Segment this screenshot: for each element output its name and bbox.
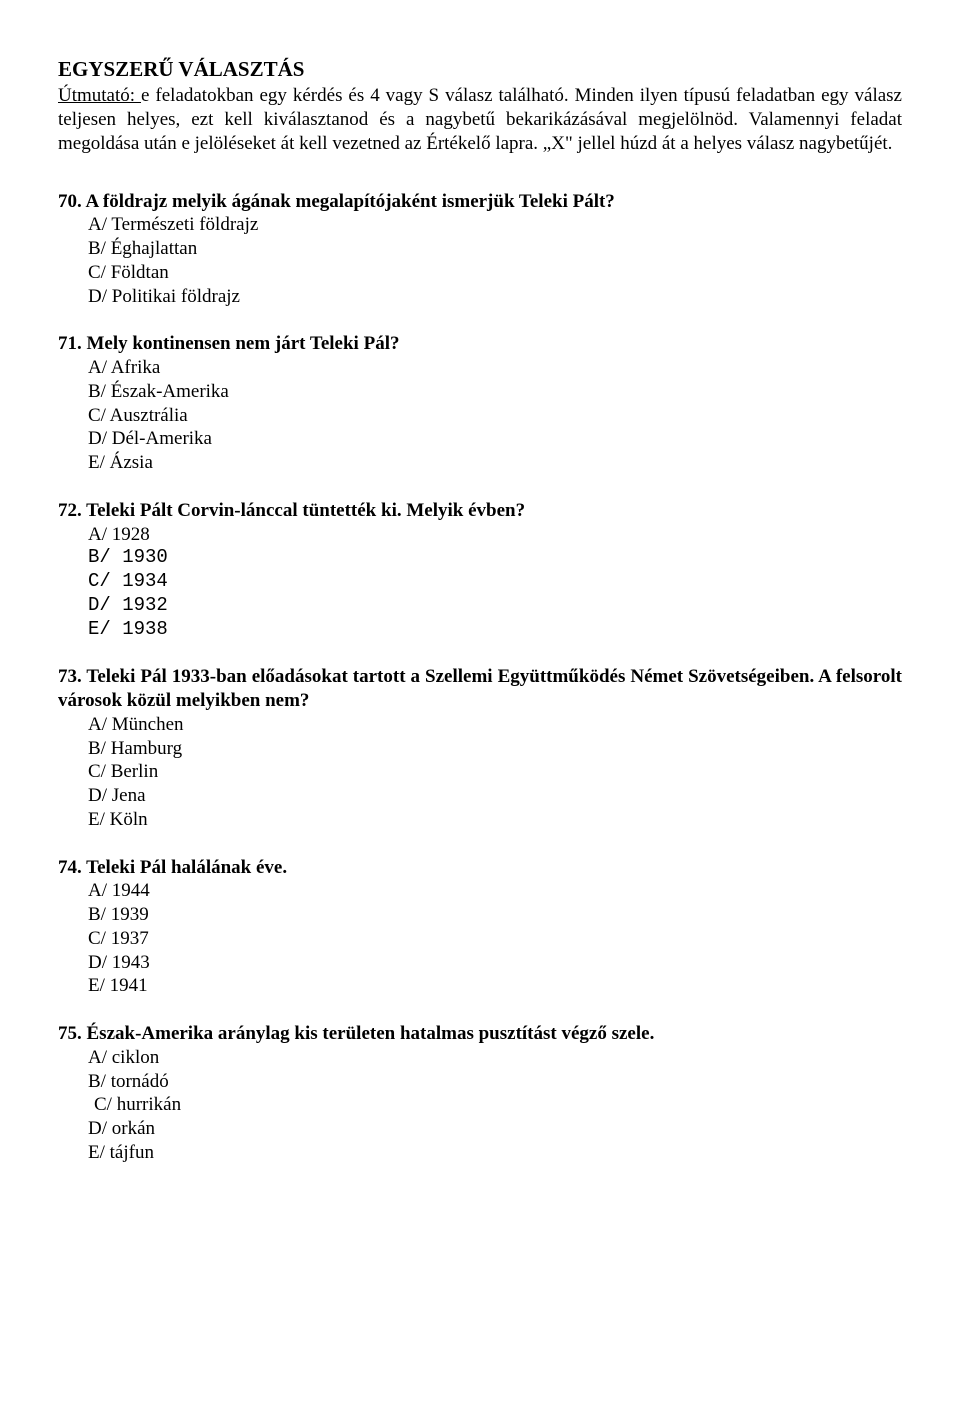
option: A/ 1928 bbox=[88, 523, 902, 547]
question-text: 75. Észak-Amerika aránylag kis területen… bbox=[58, 1022, 902, 1046]
options: A/ Természeti földrajz B/ Éghajlattan C/… bbox=[88, 213, 902, 308]
option: A/ Afrika bbox=[88, 356, 902, 380]
option: D/ Dél-Amerika bbox=[88, 427, 902, 451]
option: E/ 1938 bbox=[88, 618, 902, 642]
option: C/ Ausztrália bbox=[88, 404, 902, 428]
option: D/ orkán bbox=[88, 1117, 902, 1141]
option: A/ München bbox=[88, 713, 902, 737]
option: C/ hurrikán bbox=[94, 1093, 902, 1117]
option: B/ Hamburg bbox=[88, 737, 902, 761]
option: A/ ciklon bbox=[88, 1046, 902, 1070]
option: B/ Észak-Amerika bbox=[88, 380, 902, 404]
option: E/ 1941 bbox=[88, 974, 902, 998]
question-73: 73. Teleki Pál 1933-ban előadásokat tart… bbox=[58, 665, 902, 831]
instructions: Útmutató: e feladatokban egy kérdés és 4… bbox=[58, 84, 902, 155]
question-text: 73. Teleki Pál 1933-ban előadásokat tart… bbox=[58, 665, 902, 713]
question-75: 75. Észak-Amerika aránylag kis területen… bbox=[58, 1022, 902, 1165]
question-text: 70. A földrajz melyik ágának megalapítój… bbox=[58, 190, 902, 214]
options: A/ ciklon B/ tornádó C/ hurrikán D/ orká… bbox=[88, 1046, 902, 1165]
option: D/ 1932 bbox=[88, 594, 902, 618]
option: A/ 1944 bbox=[88, 879, 902, 903]
option: C/ Földtan bbox=[88, 261, 902, 285]
option: D/ Jena bbox=[88, 784, 902, 808]
option: D/ 1943 bbox=[88, 951, 902, 975]
instructions-lead: Útmutató: bbox=[58, 85, 141, 106]
page-title: EGYSZERŰ VÁLASZTÁS bbox=[58, 56, 902, 82]
question-72: 72. Teleki Pált Corvin-lánccal tüntették… bbox=[58, 499, 902, 642]
option: B/ tornádó bbox=[88, 1070, 902, 1094]
question-70: 70. A földrajz melyik ágának megalapítój… bbox=[58, 190, 902, 309]
option: C/ Berlin bbox=[88, 760, 902, 784]
options: A/ 1944 B/ 1939 C/ 1937 D/ 1943 E/ 1941 bbox=[88, 879, 902, 998]
options: A/ München B/ Hamburg C/ Berlin D/ Jena … bbox=[88, 713, 902, 832]
instructions-body: e feladatokban egy kérdés és 4 vagy S vá… bbox=[58, 85, 902, 154]
option: B/ 1939 bbox=[88, 903, 902, 927]
option: E/ tájfun bbox=[88, 1141, 902, 1165]
question-74: 74. Teleki Pál halálának éve. A/ 1944 B/… bbox=[58, 856, 902, 999]
option: C/ 1934 bbox=[88, 570, 902, 594]
question-text: 71. Mely kontinensen nem járt Teleki Pál… bbox=[58, 332, 902, 356]
options-mono: B/ 1930 C/ 1934 D/ 1932 E/ 1938 bbox=[88, 546, 902, 641]
question-71: 71. Mely kontinensen nem járt Teleki Pál… bbox=[58, 332, 902, 475]
options: A/ Afrika B/ Észak-Amerika C/ Ausztrália… bbox=[88, 356, 902, 475]
option: E/ Köln bbox=[88, 808, 902, 832]
question-text: 74. Teleki Pál halálának éve. bbox=[58, 856, 902, 880]
option: B/ 1930 bbox=[88, 546, 902, 570]
option: E/ Ázsia bbox=[88, 451, 902, 475]
option: D/ Politikai földrajz bbox=[88, 285, 902, 309]
option: C/ 1937 bbox=[88, 927, 902, 951]
options: A/ 1928 bbox=[88, 523, 902, 547]
option: A/ Természeti földrajz bbox=[88, 213, 902, 237]
question-text: 72. Teleki Pált Corvin-lánccal tüntették… bbox=[58, 499, 902, 523]
option: B/ Éghajlattan bbox=[88, 237, 902, 261]
